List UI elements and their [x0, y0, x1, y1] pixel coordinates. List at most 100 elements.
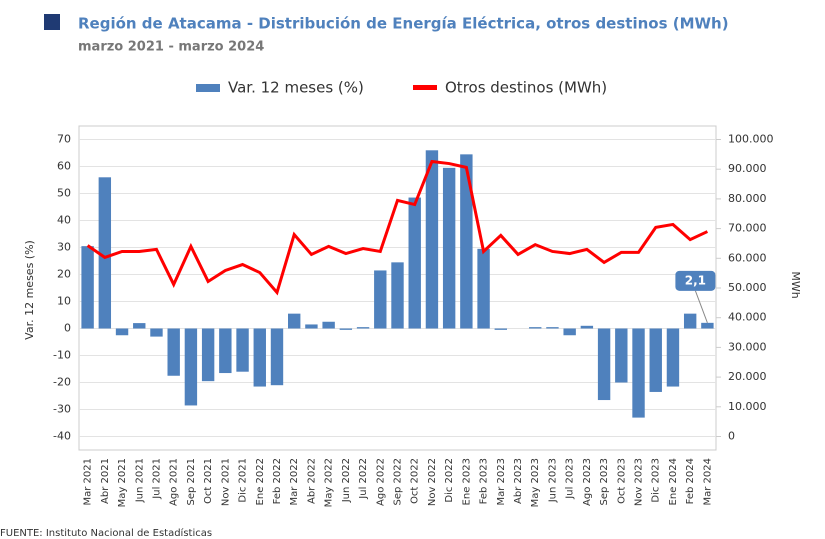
x-tick-label: Feb 2023: [479, 458, 490, 504]
legend-swatch: [413, 85, 437, 90]
bar: [425, 150, 439, 329]
y-tick-label: -20: [53, 376, 71, 389]
data-label: 2,1: [685, 273, 706, 287]
x-tick-label: Mar 2024: [702, 458, 713, 506]
x-tick-label: Nov 2023: [634, 458, 645, 506]
bar: [253, 328, 266, 387]
x-tick-label: Abr 2021: [100, 458, 111, 504]
bar: [81, 246, 94, 329]
x-tick-label: Abr 2023: [513, 458, 524, 504]
bar: [288, 313, 301, 329]
y2-tick-label: 60.000: [728, 251, 767, 264]
y2-tick-label: 100.000: [728, 132, 774, 145]
bar: [632, 328, 645, 418]
x-tick-label: Mar 2021: [83, 458, 94, 506]
bar: [597, 328, 611, 401]
y-axis-title: Var. 12 meses (%): [23, 240, 36, 340]
y-tick-label: 10: [57, 295, 71, 308]
y-tick-label: 70: [57, 133, 71, 146]
bar: [98, 177, 112, 329]
x-tick-label: Jul 2022: [358, 458, 369, 500]
x-tick-label: Ene 2023: [461, 458, 472, 505]
bar: [494, 328, 507, 330]
x-tick-label: Feb 2022: [272, 458, 283, 504]
x-tick-label: Oct 2023: [616, 458, 627, 504]
x-tick-label: Mar 2023: [496, 458, 507, 506]
x-tick-label: Feb 2024: [685, 458, 696, 504]
x-tick-label: Jun 2021: [134, 458, 145, 503]
bar: [201, 328, 215, 382]
x-tick-label: Ago 2023: [582, 458, 593, 506]
bar: [374, 270, 387, 329]
bar: [219, 328, 232, 374]
y2-tick-label: 70.000: [728, 222, 767, 235]
bar: [167, 328, 180, 376]
x-tick-label: Jul 2021: [151, 458, 162, 500]
bar: [339, 328, 353, 330]
label-connector: [694, 290, 708, 324]
x-tick-label: Sep 2022: [393, 458, 404, 505]
x-tick-label: Dic 2022: [444, 458, 455, 503]
bar: [666, 328, 680, 387]
bar: [460, 154, 473, 329]
legend-label: Var. 12 meses (%): [228, 79, 364, 97]
bar: [391, 262, 404, 329]
y-tick-label: -30: [53, 403, 71, 416]
y-tick-label: 20: [57, 268, 71, 281]
x-tick-label: Jul 2023: [565, 458, 576, 500]
y2-tick-label: 10.000: [728, 400, 767, 413]
x-tick-label: Oct 2021: [203, 458, 214, 504]
legend-label: Otros destinos (MWh): [445, 79, 607, 97]
y2-tick-label: 50.000: [728, 281, 767, 294]
x-tick-label: Oct 2022: [410, 458, 421, 504]
x-tick-label: Dic 2021: [238, 458, 249, 503]
x-tick-label: May 2022: [324, 458, 335, 507]
bar: [683, 313, 697, 329]
label-box: [675, 270, 716, 291]
bar: [305, 324, 318, 329]
line: [86, 159, 709, 296]
x-tick-label: Mar 2022: [289, 458, 300, 506]
y2-tick-label: 20.000: [728, 370, 767, 383]
bar: [150, 328, 163, 337]
x-tick-label: May 2023: [530, 458, 541, 507]
bar: [563, 328, 576, 336]
legend-swatch: [196, 84, 220, 92]
x-tick-label: Jun 2022: [341, 458, 352, 503]
bar: [477, 248, 490, 329]
y2-tick-label: 0: [728, 430, 735, 443]
source: FUENTE: Instituto Nacional de Estadístic…: [0, 527, 212, 539]
y-tick-label: 0: [64, 322, 71, 335]
bar: [546, 327, 559, 329]
bar: [408, 197, 421, 329]
x-tick-label: Ago 2021: [169, 458, 180, 506]
y2-tick-label: 90.000: [728, 162, 767, 175]
y2-tick-label: 80.000: [728, 192, 767, 205]
x-tick-label: Sep 2023: [599, 458, 610, 505]
y-tick-label: -10: [53, 349, 71, 362]
bar: [115, 328, 129, 336]
bar: [184, 328, 198, 406]
y2-axis-title: MWh: [789, 271, 802, 298]
y-tick-label: -40: [53, 430, 71, 443]
x-tick-label: Ago 2022: [375, 458, 386, 506]
x-tick-label: Nov 2021: [220, 458, 231, 506]
title-icon: [44, 14, 60, 30]
bar: [529, 327, 542, 329]
bar: [615, 328, 628, 383]
y2-tick-label: 30.000: [728, 340, 767, 353]
bar: [270, 328, 284, 386]
bar: [442, 167, 456, 329]
bar: [356, 327, 370, 329]
bar: [580, 325, 594, 329]
chart-subtitle: marzo 2021 - marzo 2024: [78, 40, 264, 55]
bar: [701, 322, 714, 329]
x-tick-label: Sep 2021: [186, 458, 197, 505]
chart-title: Región de Atacama - Distribución de Ener…: [78, 15, 729, 33]
bar: [236, 328, 249, 372]
y-tick-label: 30: [57, 241, 71, 254]
y-tick-label: 60: [57, 160, 71, 173]
x-tick-label: Ene 2022: [255, 458, 266, 505]
x-tick-label: Ene 2024: [668, 458, 679, 505]
